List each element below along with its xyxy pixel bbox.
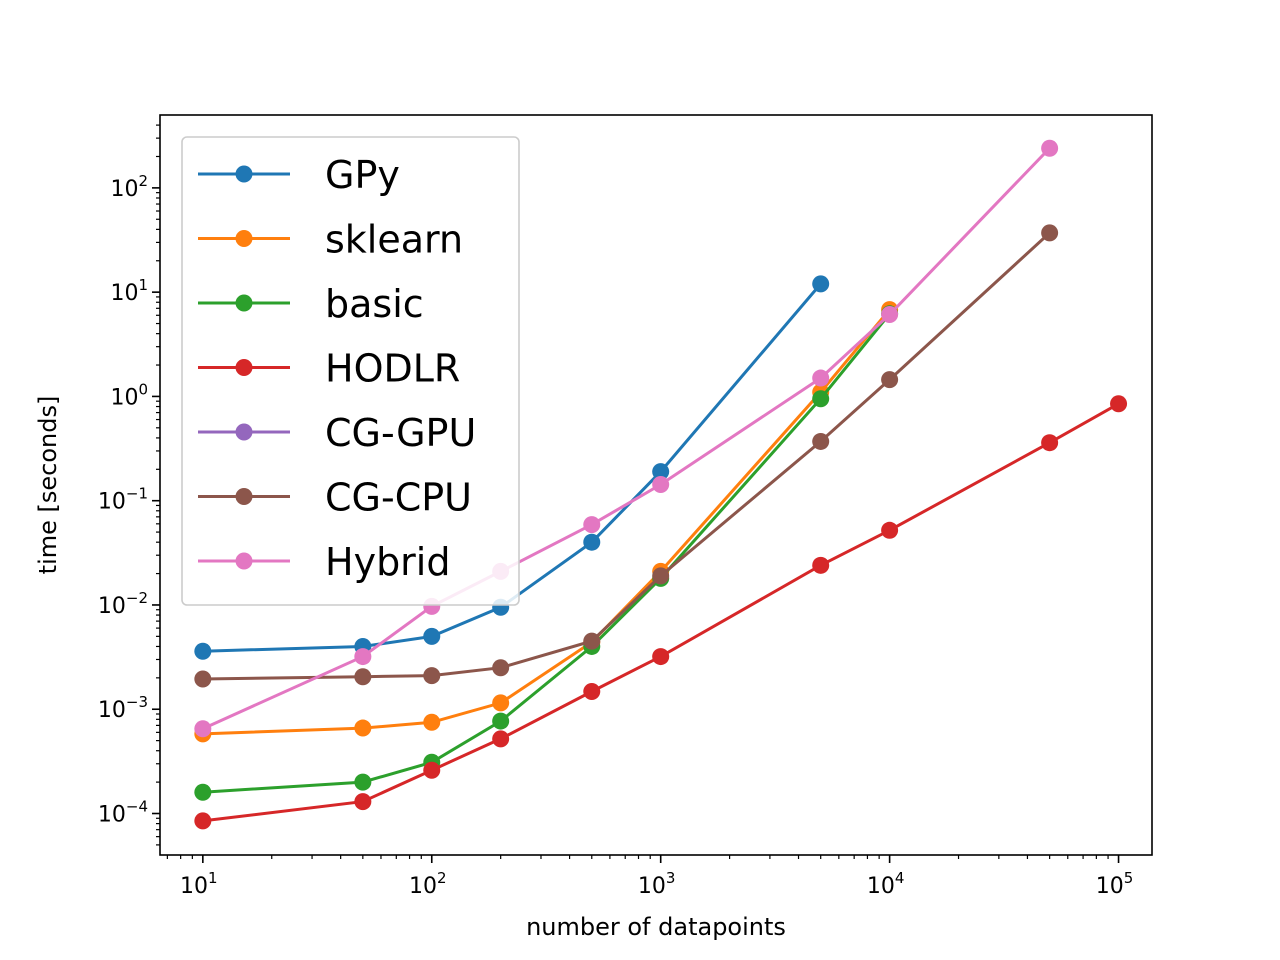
x-tick-label: 105 — [1096, 869, 1134, 899]
data-point — [194, 783, 212, 801]
x-tick-label: 102 — [409, 869, 447, 899]
legend-item-hybrid: Hybrid — [198, 540, 451, 584]
legend-marker — [235, 488, 253, 505]
legend-item-gpy: GPy — [198, 153, 400, 197]
data-point — [492, 659, 510, 677]
data-point — [583, 516, 601, 534]
x-minor-ticks — [166, 855, 1109, 859]
data-point — [881, 371, 899, 389]
data-point — [583, 533, 601, 551]
legend-label: GPy — [325, 153, 400, 197]
data-point — [881, 306, 899, 324]
y-tick-label: 10−1 — [98, 485, 148, 515]
data-point — [492, 730, 510, 748]
legend-label: basic — [325, 282, 424, 326]
legend-item-sklearn: sklearn — [198, 218, 463, 262]
data-point — [812, 369, 830, 387]
x-ticks: 101 102 103 104 105 — [180, 855, 1133, 899]
legend: GPy sklearn basic HODLR CG-GPU CG-CPU Hybrid — [181, 136, 520, 606]
legend-marker — [235, 294, 253, 312]
data-point — [194, 642, 212, 660]
data-point — [423, 667, 441, 685]
y-axis-label: time [seconds] — [34, 396, 62, 575]
y-ticks: 10−4 10−3 10−2 10−1 100 101 102 — [98, 172, 160, 828]
legend-label: Hybrid — [325, 540, 451, 584]
data-point — [1041, 434, 1059, 452]
legend-item-hodlr: HODLR — [198, 347, 460, 391]
data-point — [583, 682, 601, 700]
x-axis-label: number of datapoints — [526, 913, 786, 941]
legend-label: CG-GPU — [325, 411, 476, 455]
data-point — [354, 773, 372, 791]
data-point — [812, 556, 830, 574]
legend-box — [181, 136, 520, 606]
legend-item-basic: basic — [198, 282, 424, 326]
plot-area: 101 102 103 104 105 10−4 10−3 10−2 10−1 100 101 102 — [98, 114, 1153, 899]
series-cg-cpu — [194, 224, 1059, 688]
data-point — [194, 670, 212, 688]
y-tick-label: 10−2 — [98, 589, 148, 619]
data-point — [812, 390, 830, 408]
data-point — [652, 475, 670, 493]
legend-marker — [235, 165, 253, 183]
series-hodlr — [194, 395, 1128, 830]
data-point — [354, 719, 372, 737]
legend-marker — [235, 230, 253, 247]
data-point — [423, 627, 441, 645]
legend-item-cg-gpu: CG-GPU — [198, 411, 476, 455]
series-line — [202, 402, 1120, 823]
data-point — [652, 567, 670, 585]
data-point — [812, 432, 830, 450]
axes-frame — [159, 114, 1153, 856]
x-tick-label: 104 — [867, 869, 905, 899]
data-point — [881, 521, 899, 539]
legend-marker — [235, 552, 253, 570]
data-point — [354, 648, 372, 666]
legend-item-cg-cpu: CG-CPU — [198, 476, 472, 520]
data-point — [1041, 224, 1059, 242]
legend-label: sklearn — [325, 218, 463, 262]
data-point — [583, 632, 601, 650]
data-point — [423, 761, 441, 779]
data-point — [354, 668, 372, 686]
series-gpy — [194, 275, 830, 660]
data-point — [354, 793, 372, 811]
y-tick-label: 101 — [110, 276, 148, 306]
series-line — [202, 308, 891, 736]
legend-marker — [235, 359, 253, 376]
data-point — [652, 648, 670, 666]
x-tick-label: 101 — [180, 869, 218, 899]
x-tick-label: 103 — [638, 869, 676, 899]
legend-label: CG-CPU — [325, 476, 472, 520]
data-point — [652, 463, 670, 481]
y-tick-label: 10−3 — [98, 693, 148, 723]
y-tick-label: 102 — [110, 172, 148, 202]
legend-label: HODLR — [325, 347, 460, 391]
data-point — [423, 713, 441, 731]
y-tick-label: 100 — [110, 380, 148, 410]
data-point — [194, 812, 212, 830]
data-point — [1110, 395, 1128, 413]
data-point — [194, 720, 212, 738]
y-minor-ticks — [156, 124, 160, 846]
data-point — [492, 712, 510, 730]
data-point — [812, 275, 830, 293]
legend-marker — [235, 423, 253, 441]
y-tick-label: 10−4 — [98, 798, 148, 828]
data-point — [1041, 139, 1059, 157]
data-point — [492, 694, 510, 712]
series-line — [202, 312, 891, 794]
